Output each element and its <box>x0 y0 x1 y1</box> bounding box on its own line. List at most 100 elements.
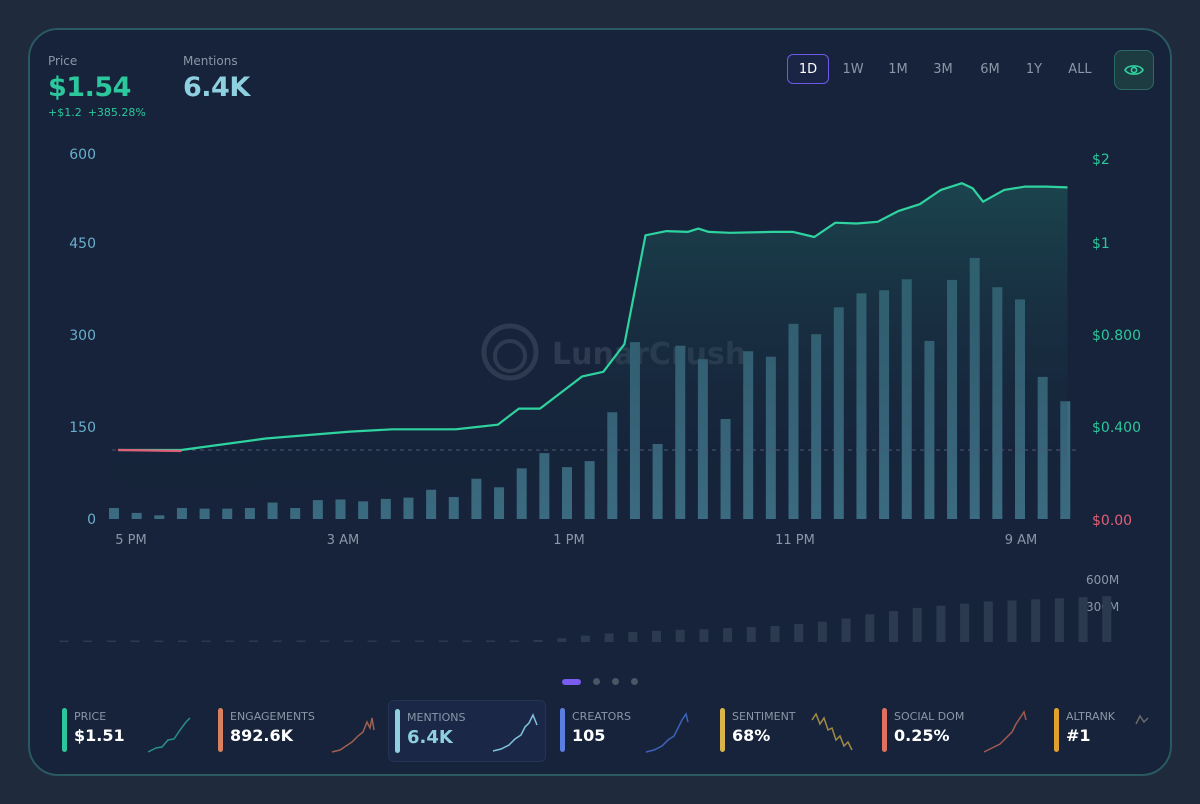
x-axis-tick: 9 AM <box>1005 533 1038 548</box>
metric-mentions[interactable]: MENTIONS 6.4K <box>388 700 546 762</box>
metric-value: 892.6K <box>230 726 294 745</box>
metric-label: CREATORS <box>572 710 631 723</box>
right-axis: $2 $1 $0.800 $0.400 $0.00 <box>1092 152 1141 529</box>
pager-dot[interactable] <box>631 678 638 685</box>
volume-bar <box>983 601 993 642</box>
volume-bar <box>699 629 709 642</box>
volume-bar <box>1078 597 1088 642</box>
pager-dots <box>562 678 650 685</box>
range-button-1w[interactable]: 1W <box>842 61 864 77</box>
left-axis: 600 450 300 150 0 <box>69 147 96 528</box>
volume-bar <box>296 640 306 642</box>
metric-label: SOCIAL DOM <box>894 710 965 723</box>
volume-bar <box>604 633 614 642</box>
metric-sparkline <box>811 712 853 751</box>
price-area <box>118 183 1068 519</box>
volume-bar <box>272 640 282 642</box>
volume-bar <box>83 640 93 642</box>
volume-bar <box>912 607 922 642</box>
metric-sparkline <box>331 717 375 753</box>
metric-price[interactable]: PRICE $1.51 <box>56 700 206 762</box>
volume-bar <box>415 640 424 642</box>
pager-dot[interactable] <box>562 678 581 685</box>
volume-bar <box>249 640 259 642</box>
metric-sparkline <box>645 712 689 753</box>
range-button-1d[interactable]: 1D <box>787 54 829 84</box>
metric-sparkline <box>492 713 538 752</box>
metric-engagements[interactable]: ENGAGEMENTS 892.6K <box>212 700 380 762</box>
metric-label: ENGAGEMENTS <box>230 710 315 723</box>
visibility-toggle-button[interactable] <box>1114 50 1154 90</box>
x-axis-tick: 3 AM <box>327 533 360 548</box>
creators-icon <box>560 708 565 752</box>
range-button-1m[interactable]: 1M <box>888 61 908 77</box>
metric-label: MENTIONS <box>407 711 466 724</box>
right-axis-tick: $0.400 <box>1092 420 1141 436</box>
x-axis-tick: 5 PM <box>115 533 146 548</box>
pager-dot[interactable] <box>593 678 600 685</box>
metric-value: #1 <box>1066 726 1091 745</box>
price-value: $1.54 <box>48 72 131 103</box>
mentions-value: 6.4K <box>183 72 250 103</box>
pager-dot[interactable] <box>612 678 619 685</box>
volume-bar <box>889 611 898 642</box>
range-button-1y[interactable]: 1Y <box>1025 61 1043 77</box>
metric-value: 68% <box>732 726 771 745</box>
mentions-icon <box>395 709 400 753</box>
range-button-6m[interactable]: 6M <box>980 61 1000 77</box>
volume-bar <box>628 631 638 642</box>
left-axis-tick: 600 <box>69 147 96 163</box>
volume-bar <box>770 626 780 642</box>
mentions-bar <box>109 508 119 519</box>
volume-bar <box>225 640 235 642</box>
metric-altrank[interactable]: ALTRANK #1 <box>1048 700 1170 762</box>
volume-bar <box>817 621 827 642</box>
metric-value: 0.25% <box>894 726 950 745</box>
metric-creators[interactable]: CREATORS 105 <box>554 700 694 762</box>
metric-label: ALTRANK <box>1066 710 1116 723</box>
right-axis-tick: $2 <box>1092 152 1110 168</box>
mentions-stat: Mentions 6.4K <box>183 54 250 103</box>
engagements-icon <box>218 708 223 752</box>
volume-bar <box>1007 600 1017 642</box>
price-line-negative <box>117 448 182 453</box>
left-axis-tick: 300 <box>69 328 96 344</box>
volume-bar <box>509 640 519 642</box>
metric-label: PRICE <box>74 710 107 723</box>
price-icon <box>62 708 67 752</box>
volume-bar <box>154 640 164 642</box>
price-stat: Price $1.54 +$1.2 +385.28% <box>48 54 152 119</box>
price-change: +$1.2 +385.28% <box>48 106 152 119</box>
volume-bar <box>723 628 733 642</box>
volume-bar <box>59 640 69 642</box>
range-button-3m[interactable]: 3M <box>933 61 953 77</box>
main-chart: LunarCrush 600 450 300 150 0 $2 $1 $0.80… <box>59 147 1141 642</box>
left-axis-tick: 0 <box>87 512 96 528</box>
volume-bar <box>1102 596 1112 642</box>
price-label: Price <box>48 54 78 68</box>
metric-value: 105 <box>572 726 606 745</box>
metric-value: $1.51 <box>74 726 125 745</box>
volume-bar <box>438 640 448 642</box>
x-axis-tick: 11 PM <box>775 533 815 548</box>
metric-social-dom[interactable]: SOCIAL DOM 0.25% <box>876 700 1027 762</box>
volume-bar <box>106 640 116 642</box>
metric-sparkline <box>983 710 1027 753</box>
volume-bar <box>794 623 804 642</box>
metric-sentiment[interactable]: SENTIMENT 68% <box>714 700 864 762</box>
volume-bar <box>320 640 330 642</box>
volume-bars <box>59 596 1112 642</box>
social-dom-icon <box>882 708 887 752</box>
volume-bar <box>960 603 970 642</box>
left-axis-tick: 450 <box>69 236 96 252</box>
range-button-all[interactable]: ALL <box>1068 61 1092 77</box>
metric-value: 6.4K <box>407 727 453 748</box>
volume-bar <box>367 640 377 642</box>
volume-bar <box>201 640 211 642</box>
left-axis-tick: 150 <box>69 420 96 436</box>
eye-icon <box>1124 65 1144 75</box>
volume-bar <box>130 640 140 642</box>
sentiment-icon <box>720 708 725 752</box>
chart-card: Price $1.54 +$1.2 +385.28% Mentions 6.4K … <box>28 28 1172 776</box>
volume-bar <box>557 638 567 642</box>
